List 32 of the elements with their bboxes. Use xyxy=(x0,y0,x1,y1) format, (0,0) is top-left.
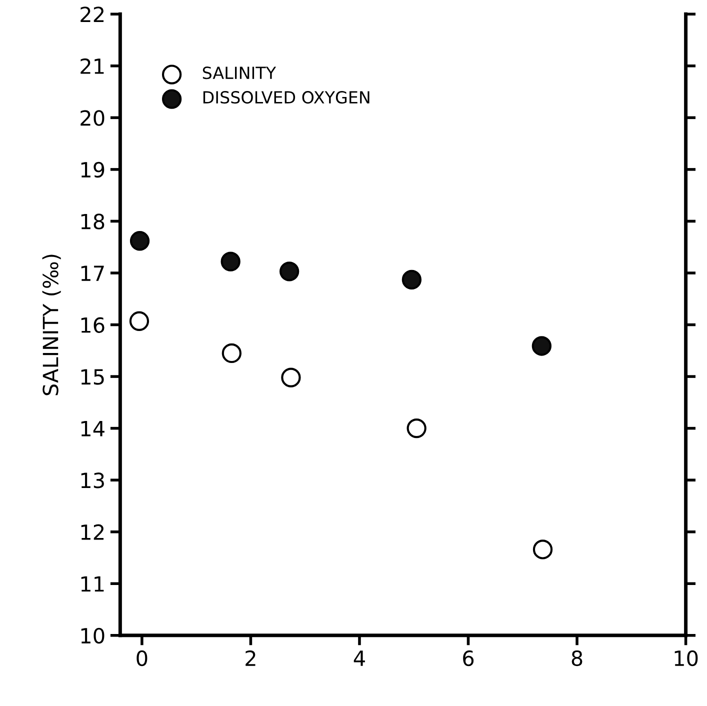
y-tick-label: 19 xyxy=(81,162,104,178)
y-tick-label: 13 xyxy=(81,472,104,488)
y-tick-label: 21 xyxy=(80,58,104,74)
x-tick-label: 10 xyxy=(674,650,698,666)
x-tick-label: 0 xyxy=(136,650,148,666)
legend-label: DISSOLVED OXYGEN xyxy=(203,91,370,104)
x-tick-label: 6 xyxy=(463,650,474,666)
point xyxy=(281,368,301,388)
x-tick-label: 2 xyxy=(246,650,256,666)
point xyxy=(402,270,422,290)
point xyxy=(129,311,150,331)
point xyxy=(406,418,426,438)
point xyxy=(220,252,240,272)
x-tick-label: 8 xyxy=(572,650,582,666)
y-tick-label: 17 xyxy=(81,266,104,281)
y-tick-label: 14 xyxy=(81,421,104,436)
y-tick-label: 16 xyxy=(81,317,104,333)
point xyxy=(222,343,242,364)
point xyxy=(532,336,552,356)
y-tick-label: 15 xyxy=(81,369,104,385)
point xyxy=(279,262,300,282)
y-tick-label: 20 xyxy=(80,110,104,126)
x-tick-label: 4 xyxy=(354,650,365,666)
y-tick-label: 18 xyxy=(81,214,104,230)
y-tick-label: 12 xyxy=(81,524,104,540)
point xyxy=(130,231,150,251)
point xyxy=(532,540,553,560)
y-axis-title: SALINITY (‰) xyxy=(42,254,61,396)
y-tick-label: 22 xyxy=(80,6,104,22)
y-tick-label: 10 xyxy=(81,628,104,644)
legend-label: SALINITY xyxy=(202,66,276,80)
y-tick-label: 11 xyxy=(81,576,104,592)
